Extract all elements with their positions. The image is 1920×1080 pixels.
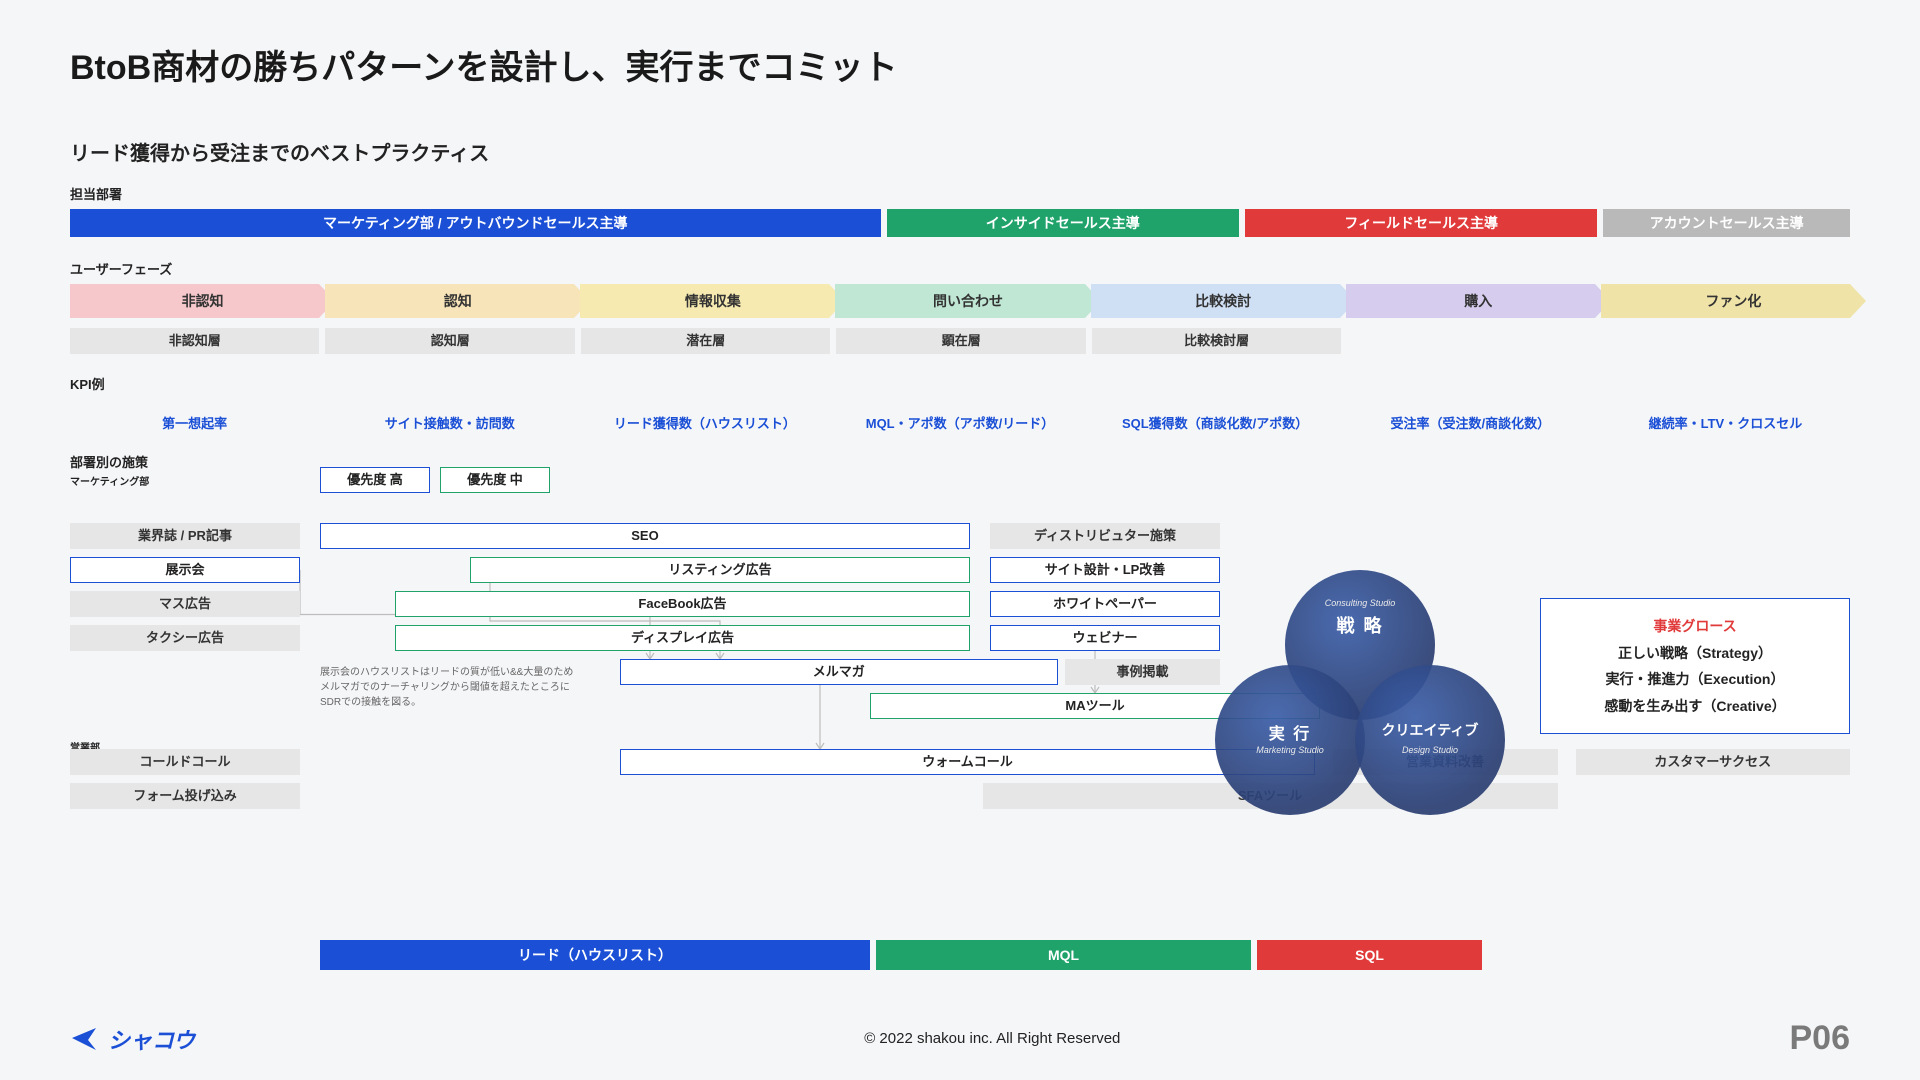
venn-top-sub: Consulting Studio [1285, 598, 1435, 608]
copyright: © 2022 shakou inc. All Right Reserved [864, 1030, 1120, 1047]
phase-arrow: 比較検討 [1091, 284, 1340, 318]
dept-bar: インサイドセールス主導 [887, 209, 1239, 237]
tactic-box: ディスプレイ広告 [395, 625, 970, 651]
venn-left-sub: Marketing Studio [1215, 745, 1365, 755]
phase-arrow: 購入 [1346, 284, 1595, 318]
tactic-box: 展示会 [70, 557, 300, 583]
subtitle: リード獲得から受注までのベストプラクティス [70, 137, 1850, 166]
label-dept: 担当部署 [70, 184, 1850, 203]
kpi-row: 第一想起率サイト接触数・訪問数リード獲得数（ハウスリスト） MQL・アポ数（アポ数… [70, 413, 1850, 432]
callout-heading: 事業グロース [1559, 613, 1831, 640]
tactic-box: 事例掲載 [1065, 659, 1220, 685]
segment: 潜在層 [581, 328, 830, 354]
dept-bar: マーケティング部 / アウトバウンドセールス主導 [70, 209, 881, 237]
segment: 非認知層 [70, 328, 319, 354]
tactic-box: メルマガ [620, 659, 1058, 685]
venn-right: クリエイティブ [1355, 720, 1505, 740]
tactic-box: 業界誌 / PR記事 [70, 523, 300, 549]
label-kpi: KPI例 [70, 374, 1850, 393]
bottom-bar: リード（ハウスリスト） [320, 940, 870, 970]
segment: 顕在層 [836, 328, 1085, 354]
tactic-box: コールドコール [70, 749, 300, 775]
tactic-box: サイト設計・LP改善 [990, 557, 1220, 583]
tactic-box: ディストリビュター施策 [990, 523, 1220, 549]
page-number: P06 [1789, 1019, 1850, 1058]
dept-row: マーケティング部 / アウトバウンドセールス主導インサイドセールス主導フィールド… [70, 209, 1850, 237]
tactic-box: リスティング広告 [470, 557, 970, 583]
tactics-note: 展示会のハウスリストはリードの質が低い&&大量のため メルマガでのナーチャリング… [320, 665, 590, 710]
logo-text: シャコウ [108, 1023, 195, 1055]
kpi-label: SQL獲得数（商談化数/アポ数） [1091, 413, 1340, 432]
tactic-box: FaceBook広告 [395, 591, 970, 617]
venn-diagram: Consulting Studio 戦 略 実 行 Marketing Stud… [1210, 570, 1510, 830]
label-marketing-dept: マーケティング部 [70, 473, 310, 488]
tactic-box: ホワイトペーパー [990, 591, 1220, 617]
callout-line-2: 感動を生み出す（Creative） [1559, 693, 1831, 720]
bottom-bar: SQL [1257, 940, 1482, 970]
label-tactics: 部署別の施策 [70, 452, 148, 471]
callout-line-1: 実行・推進力（Execution） [1559, 666, 1831, 693]
kpi-label: リード獲得数（ハウスリスト） [580, 413, 829, 432]
dept-bar: アカウントセールス主導 [1603, 209, 1850, 237]
phase-arrow: 情報収集 [580, 284, 829, 318]
page-title: BtoB商材の勝ちパターンを設計し、実行までコミット [70, 40, 1850, 89]
bottom-bar: MQL [876, 940, 1251, 970]
segment-row: 非認知層認知層潜在層顕在層比較検討層 [70, 328, 1341, 354]
phase-row: 非認知認知情報収集問い合わせ比較検討購入ファン化 [70, 284, 1850, 318]
phase-arrow: 非認知 [70, 284, 319, 318]
kpi-label: 第一想起率 [70, 413, 319, 432]
tactic-box: フォーム投げ込み [70, 783, 300, 809]
venn-top: 戦 略 [1285, 612, 1435, 638]
bottom-bars: リード（ハウスリスト）MQLSQL [320, 940, 1482, 970]
tactic-box: SEO [320, 523, 970, 549]
dept-bar: フィールドセールス主導 [1245, 209, 1597, 237]
tactic-box: マス広告 [70, 591, 300, 617]
tactic-box: ウェビナー [990, 625, 1220, 651]
phase-arrow: 問い合わせ [835, 284, 1084, 318]
segment: 比較検討層 [1092, 328, 1341, 354]
callout-box: 事業グロース 正しい戦略（Strategy） 実行・推進力（Execution）… [1540, 598, 1850, 734]
phase-arrow: 認知 [325, 284, 574, 318]
kpi-label: サイト接触数・訪問数 [325, 413, 574, 432]
phase-arrow: ファン化 [1601, 284, 1850, 318]
legend-priority-mid: 優先度 中 [440, 467, 550, 493]
kpi-label: 受注率（受注数/商談化数） [1346, 413, 1595, 432]
kpi-label: 継続率・LTV・クロスセル [1601, 413, 1850, 432]
footer: シャコウ © 2022 shakou inc. All Right Reserv… [0, 1019, 1920, 1058]
label-phase: ユーザーフェーズ [70, 259, 1850, 278]
logo: シャコウ [70, 1023, 195, 1055]
legend-priority-high: 優先度 高 [320, 467, 430, 493]
venn-left: 実 行 [1215, 720, 1365, 744]
venn-right-sub: Design Studio [1355, 745, 1505, 755]
tactic-box: タクシー広告 [70, 625, 300, 651]
callout-line-0: 正しい戦略（Strategy） [1559, 640, 1831, 667]
tactic-box: カスタマーサクセス [1576, 749, 1850, 775]
kpi-label: MQL・アポ数（アポ数/リード） [835, 413, 1084, 432]
segment: 認知層 [325, 328, 574, 354]
